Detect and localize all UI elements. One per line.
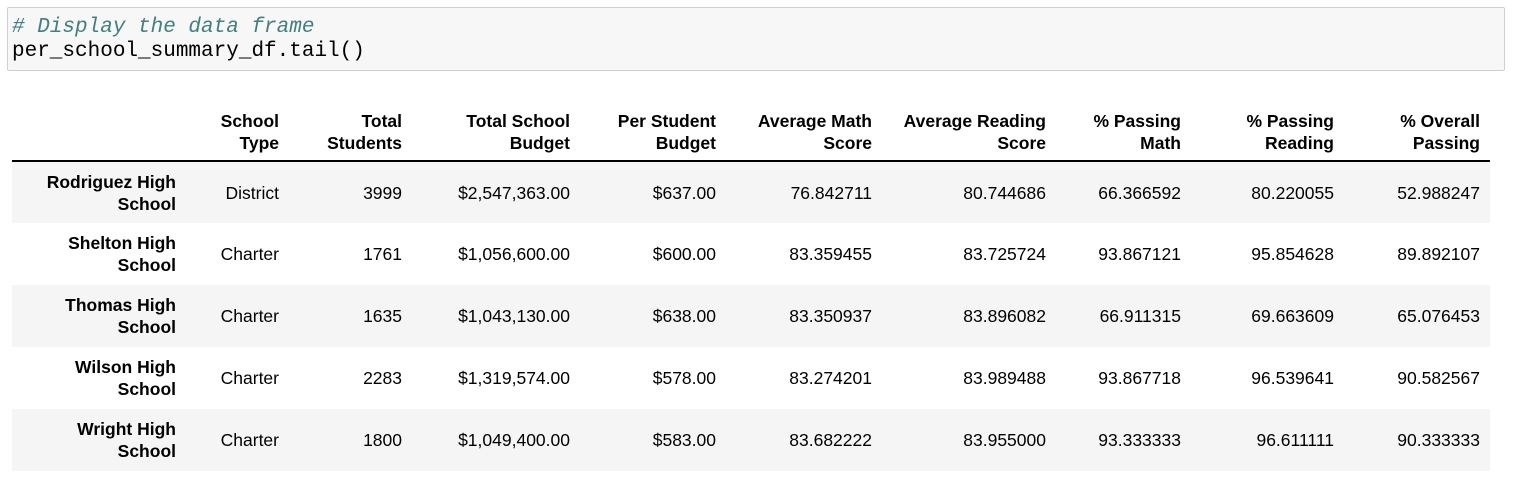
table-cell: $1,043,130.00	[458, 306, 570, 326]
table-cell: District	[225, 182, 279, 203]
table-cell: 96.539641	[1251, 368, 1334, 388]
table-cell: 93.867718	[1098, 368, 1181, 388]
row-index-label: Shelton High School	[68, 233, 176, 275]
table-cell: 83.350937	[789, 306, 872, 326]
code-comment: # Display the data frame	[12, 16, 315, 39]
column-header-passing-math: % Passing Math	[1056, 104, 1191, 162]
table-cell: 89.892107	[1397, 244, 1480, 264]
table-cell: 83.989488	[963, 368, 1046, 388]
column-header-per-student-budget: Per Student Budget	[580, 104, 726, 162]
table-row: Wilson High School Charter 2283 $1,319,5…	[12, 347, 1490, 409]
table-cell: 83.682222	[789, 430, 872, 450]
column-header-school-type: School Type	[186, 104, 289, 162]
table-cell: Charter	[220, 306, 279, 326]
table-cell: 65.076453	[1397, 306, 1480, 326]
column-header-total-school-budget: Total School Budget	[412, 104, 580, 162]
table-cell: Charter	[220, 368, 279, 388]
table-cell: 1800	[363, 430, 402, 450]
table-cell: $1,049,400.00	[458, 430, 570, 450]
table-cell: 90.333333	[1397, 430, 1480, 450]
table-cell: $2,547,363.00	[458, 182, 570, 203]
column-header-average-reading-score: Average Reading Score	[882, 104, 1056, 162]
table-cell: $600.00	[652, 244, 716, 264]
table-cell: 1761	[363, 244, 402, 264]
table-cell: 80.220055	[1251, 182, 1334, 203]
table-cell: $1,319,574.00	[458, 368, 570, 388]
table-cell: $578.00	[652, 368, 716, 388]
table-cell: 66.911315	[1099, 306, 1181, 326]
column-header-overall-passing: % Overall Passing	[1344, 104, 1490, 162]
code-statement: per_school_summary_df.tail()	[12, 40, 365, 63]
table-row: Rodriguez High School District 3999 $2,5…	[12, 161, 1490, 223]
table-row: Wright High School Charter 1800 $1,049,4…	[12, 409, 1490, 471]
table-cell: 90.582567	[1397, 368, 1480, 388]
row-index-label: Rodriguez High School	[46, 171, 176, 214]
table-cell: 93.333333	[1098, 430, 1181, 450]
row-index-label: Wright High School	[77, 419, 176, 461]
table-cell: Charter	[220, 244, 279, 264]
cell-output: School Type Total Students Total School …	[12, 104, 1490, 471]
table-cell: 69.663609	[1251, 306, 1334, 326]
table-cell: 83.274201	[789, 368, 872, 388]
header-row: School Type Total Students Total School …	[12, 104, 1490, 162]
table-cell: $637.00	[652, 182, 716, 203]
table-cell: 3999	[363, 182, 402, 203]
table-cell: 80.744686	[963, 182, 1046, 203]
table-cell: 76.842711	[790, 182, 872, 203]
table-cell: 83.955000	[963, 430, 1046, 450]
table-cell: 1635	[363, 306, 402, 326]
table-cell: 2283	[363, 368, 402, 388]
code-cell-input[interactable]: # Display the data frame per_school_summ…	[7, 7, 1505, 71]
table-cell: 66.366592	[1098, 182, 1181, 203]
table-cell: 52.988247	[1397, 182, 1480, 203]
table-row: Shelton High School Charter 1761 $1,056,…	[12, 223, 1490, 285]
row-index-label: Wilson High School	[75, 357, 176, 399]
table-row: Thomas High School Charter 1635 $1,043,1…	[12, 285, 1490, 347]
column-header-passing-reading: % Passing Reading	[1191, 104, 1344, 162]
table-cell: 96.611111	[1256, 430, 1334, 450]
table-cell: 93.867121	[1098, 244, 1181, 264]
row-index-label: Thomas High School	[65, 295, 176, 337]
table-cell: Charter	[220, 430, 279, 450]
table-cell: $638.00	[652, 306, 716, 326]
table-cell: $583.00	[652, 430, 716, 450]
table-cell: 83.359455	[789, 244, 872, 264]
dataframe-table: School Type Total Students Total School …	[12, 104, 1490, 471]
table-cell: 83.896082	[963, 306, 1046, 326]
table-cell: 95.854628	[1251, 244, 1334, 264]
index-header	[12, 104, 186, 162]
table-cell: 83.725724	[963, 244, 1046, 264]
column-header-total-students: Total Students	[289, 104, 412, 162]
column-header-average-math-score: Average Math Score	[726, 104, 882, 162]
table-cell: $1,056,600.00	[458, 244, 570, 264]
